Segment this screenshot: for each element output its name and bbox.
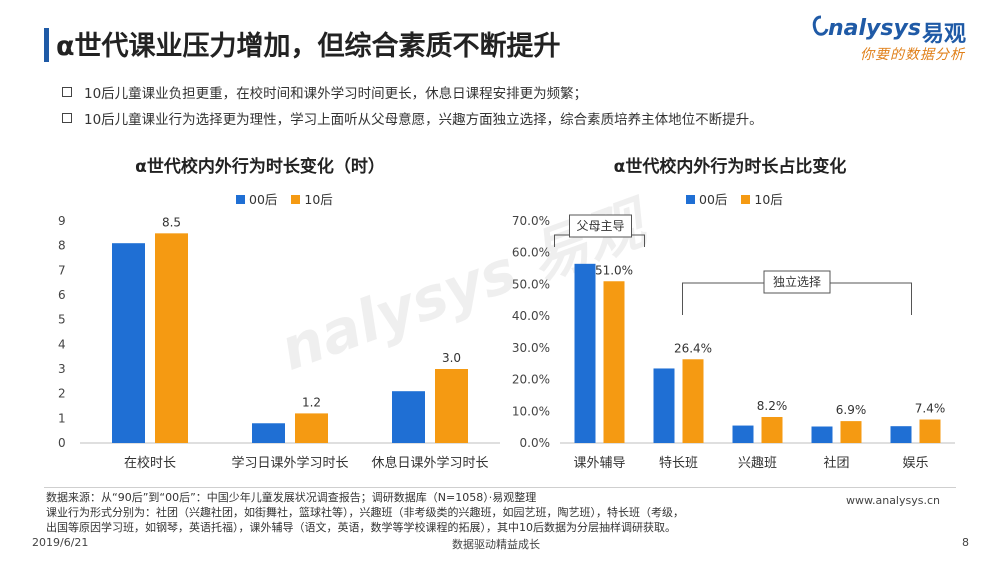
- y-tick-label: 6: [58, 288, 66, 302]
- bar-10-0: [155, 233, 188, 443]
- y-tick-label: 10.0%: [512, 404, 550, 418]
- bullet-2: 10后儿童课业行为选择更为理性，学习上面听从父母意愿，兴趣方面独立选择，综合素质…: [62, 108, 763, 128]
- chart2-legend-10: 10后: [741, 192, 783, 207]
- y-tick-label: 0.0%: [520, 436, 551, 450]
- bar-00-1: [252, 423, 285, 443]
- y-tick-label: 70.0%: [512, 214, 550, 228]
- y-tick-label: 50.0%: [512, 277, 550, 291]
- chart2-plot: 0.0% 10.0% 20.0% 30.0% 40.0% 50.0% 60.0% 70.0% 5…: [512, 214, 955, 471]
- chart1-legend-00-label: 00后: [249, 192, 278, 207]
- bar-10-1: [295, 413, 328, 443]
- data-label: 51.0%: [595, 263, 633, 277]
- brand-logo-icon: [812, 14, 830, 44]
- y-tick-label: 60.0%: [512, 246, 550, 260]
- bar-10-3: [840, 421, 862, 443]
- bullet-1: 10后儿童课业负担更重，在校时间和课外学习时间更长，休息日课程安排更为频繁；: [62, 82, 587, 102]
- annotation-independent: 独立选择: [773, 274, 821, 289]
- x-tick-label: 社团: [823, 455, 849, 471]
- data-label: 26.4%: [674, 341, 712, 355]
- bar-10-1: [682, 359, 704, 443]
- chart2-title: α世代校内外行为时长占比变化: [613, 157, 847, 177]
- bar-00-2: [732, 425, 754, 443]
- y-tick-label: 8: [58, 239, 66, 253]
- legend-swatch-00: [686, 195, 695, 204]
- source-line-2: 课业行为形式分别为：社团（兴趣社团，如街舞社，篮球社等），兴趣班（非考级类的兴趣…: [46, 506, 684, 519]
- bar-00-0: [574, 263, 596, 443]
- data-label: 6.9%: [836, 403, 867, 417]
- bar-10-2: [761, 416, 783, 443]
- footer-date: 2019/6/21: [32, 536, 89, 549]
- page-number: 8: [962, 536, 969, 549]
- data-label: 8.5: [162, 215, 181, 229]
- x-tick-label: 学习日课外学习时长: [231, 455, 348, 471]
- x-tick-label: 休息日课外学习时长: [371, 455, 488, 471]
- bullet-square-icon: [62, 113, 72, 123]
- y-tick-label: 40.0%: [512, 309, 550, 323]
- x-tick-label: 特长班: [659, 456, 698, 471]
- bar-00-3: [811, 426, 833, 443]
- y-tick-label: 20.0%: [512, 373, 550, 387]
- annotation-box-independent: [763, 270, 831, 294]
- brand-name-zh: 易观: [922, 22, 967, 47]
- footer-divider: [44, 487, 956, 488]
- bar-00-1: [653, 368, 675, 443]
- chart2-legend-10-label: 10后: [754, 192, 783, 207]
- bar-00-4: [890, 426, 912, 443]
- bullet-1-text: 10后儿童课业负担更重，在校时间和课外学习时间更长，休息日课程安排更为频繁；: [84, 86, 588, 102]
- chart1-legend-00: 00后: [236, 192, 277, 207]
- bar-10-2: [435, 369, 468, 443]
- legend-swatch-00: [236, 195, 245, 204]
- footer-slogan: 数据驱动精益成长: [452, 538, 540, 551]
- y-tick-label: 0: [58, 436, 66, 450]
- x-tick-label: 兴趣班: [738, 456, 777, 471]
- y-tick-label: 5: [58, 313, 66, 327]
- bar-10-0: [603, 281, 625, 443]
- data-label: 1.2: [302, 395, 321, 409]
- y-tick-label: 7: [58, 263, 66, 277]
- chart1-legend: 00后 10后: [236, 189, 343, 208]
- page-title: α世代课业压力增加，但综合素质不断提升: [56, 31, 561, 62]
- data-label: 7.4%: [915, 402, 946, 416]
- title-accent-bar: [44, 28, 49, 62]
- data-label: 3.0: [442, 351, 461, 365]
- chart1-plot: 0 1 2 3 4 5 6 7 8 9 8.5 在校时长 1.2 学习日课外学习时长 3.0 休息日课外学习时…: [58, 214, 500, 471]
- website-link[interactable]: www.analysys.cn: [846, 494, 940, 507]
- legend-swatch-10: [291, 195, 301, 204]
- source-line-3: 出国等原因学习班，如钢琴，英语托福），课外辅导（语文，英语，数学等学校课程的拓展…: [46, 521, 676, 534]
- annotation-box-parent-led: [569, 214, 632, 238]
- x-tick-label: 娱乐: [902, 456, 928, 471]
- brand-name: nalysys: [828, 16, 921, 41]
- chart1-legend-10: 10后: [291, 192, 333, 207]
- annotation-parent-led: 父母主导: [576, 219, 624, 233]
- bar-00-2: [392, 391, 425, 443]
- y-tick-label: 9: [58, 214, 66, 228]
- y-tick-label: 30.0%: [512, 341, 550, 355]
- y-tick-label: 2: [58, 387, 66, 401]
- chart1-title: α世代校内外行为时长变化（时）: [135, 157, 385, 177]
- data-label: 8.2%: [757, 399, 788, 413]
- y-tick-label: 1: [58, 411, 66, 425]
- source-line-1: 数据来源：从“90后”到“00后”：中国少年儿童发展状况调查报告；调研数据库（N…: [46, 491, 537, 504]
- chart2-legend: 00后 10后: [686, 189, 793, 208]
- bullet-square-icon: [62, 87, 72, 97]
- chart2-legend-00-label: 00后: [699, 192, 728, 207]
- x-tick-label: 课外辅导: [573, 456, 625, 471]
- brand-tagline: 你要的数据分析: [860, 47, 965, 63]
- chart1-legend-10-label: 10后: [304, 192, 333, 207]
- y-tick-label: 4: [58, 337, 66, 351]
- legend-swatch-10: [741, 195, 751, 204]
- bar-00-0: [112, 243, 145, 443]
- bar-10-4: [919, 419, 941, 443]
- y-tick-label: 3: [58, 362, 66, 376]
- x-tick-label: 在校时长: [124, 455, 176, 471]
- chart2-legend-00: 00后: [686, 192, 727, 207]
- bullet-2-text: 10后儿童课业行为选择更为理性，学习上面听从父母意愿，兴趣方面独立选择，综合素质…: [84, 112, 763, 128]
